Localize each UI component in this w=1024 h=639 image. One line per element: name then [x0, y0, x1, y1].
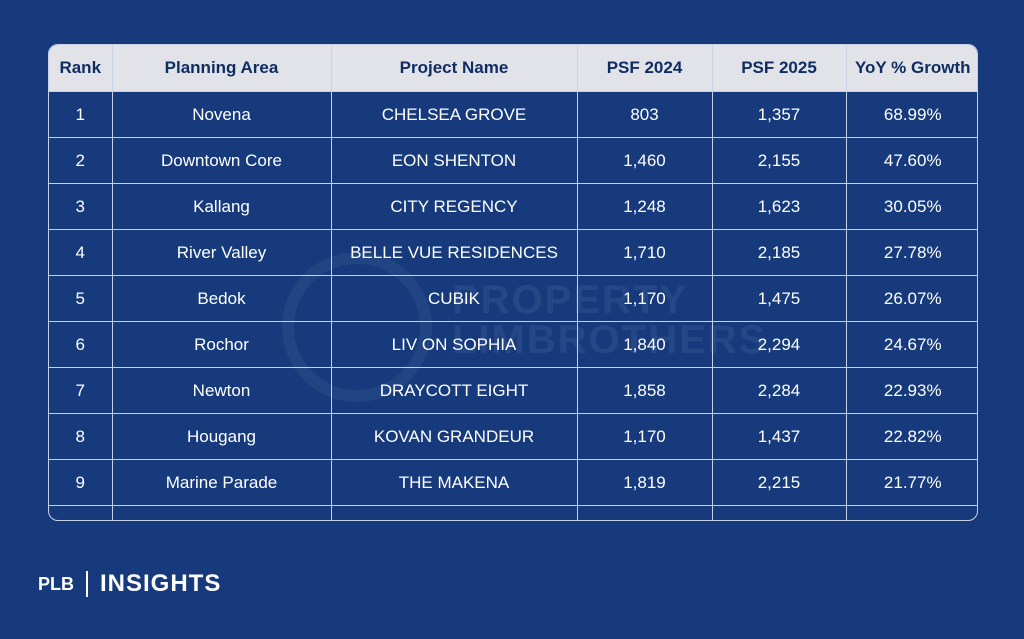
table-row: 9 Marine Parade THE MAKENA 1,819 2,215 21.77%: [49, 459, 977, 506]
table-row: 6 Rochor LIV ON SOPHIA 1,840 2,294 24.67%: [49, 321, 977, 368]
table-cell: 10: [49, 505, 113, 520]
table-cell: 1,460: [577, 137, 713, 184]
header-cell: Project Name: [331, 45, 578, 92]
table-cell: EON SHENTON: [331, 137, 578, 184]
header-cell: PSF 2024: [577, 45, 713, 92]
table-body: 1 Novena CHELSEA GROVE 803 1,357 68.99% 2 Downt…: [49, 91, 977, 520]
table-cell: 21.77%: [846, 459, 977, 506]
table-cell: Rochor: [112, 321, 332, 368]
table-cell: 1,475: [712, 275, 847, 322]
header-cell: Rank: [49, 45, 113, 92]
table-cell: 1,170: [577, 275, 713, 322]
table-cell: 22.93%: [846, 367, 977, 414]
table-cell: CUBIK: [331, 275, 578, 322]
table-cell: 2,155: [712, 137, 847, 184]
table-cell: 803: [577, 91, 713, 138]
table-cell: Downtown Core: [112, 137, 332, 184]
table-cell: CHELSEA GROVE: [331, 91, 578, 138]
table-cell: Serangoon: [112, 505, 332, 520]
table-cell: 1,858: [577, 367, 713, 414]
table-frame: Rank Planning Area Project Name PSF 2024 PSF…: [48, 44, 978, 521]
table-cell: 8: [49, 413, 113, 460]
table-row: 4 River Valley BELLE VUE RESIDENCES 1,710 2,…: [49, 229, 977, 276]
table-cell: BELLE VUE RESIDENCES: [331, 229, 578, 276]
table-cell: 21.30%: [846, 505, 977, 520]
table-cell: 4: [49, 229, 113, 276]
brand: PLB: [38, 573, 74, 594]
table-cell: 5: [49, 275, 113, 322]
table-cell: 7: [49, 367, 113, 414]
table-row: 5 Bedok CUBIK 1,170 1,475 26.07%: [49, 275, 977, 322]
table-cell: 1,248: [577, 183, 713, 230]
table-cell: DRAYCOTT EIGHT: [331, 367, 578, 414]
table-cell: 2,294: [712, 321, 847, 368]
table-cell: 24.67%: [846, 321, 977, 368]
table-cell: 1,437: [712, 413, 847, 460]
table-cell: 2: [49, 137, 113, 184]
header-row: Rank Planning Area Project Name PSF 2024 PSF…: [49, 45, 977, 92]
table-cell: Kallang: [112, 183, 332, 230]
table-row: 2 Downtown Core EON SHENTON 1,460 2,155 47.60…: [49, 137, 977, 184]
separator: [86, 571, 88, 597]
table-cell: 22.82%: [846, 413, 977, 460]
table-cell: 2,215: [712, 459, 847, 506]
table-row: 3 Kallang CITY REGENCY 1,248 1,623 30.05%: [49, 183, 977, 230]
table-cell: 1,465: [577, 505, 713, 520]
ranking-table: Rank Planning Area Project Name PSF 2024 PSF…: [49, 45, 977, 520]
table-cell: 1,623: [712, 183, 847, 230]
table-cell: 2,284: [712, 367, 847, 414]
table-cell: Novena: [112, 91, 332, 138]
table-cell: 68.99%: [846, 91, 977, 138]
table-cell: Marine Parade: [112, 459, 332, 506]
footer: PLB INSIGHTS: [38, 570, 221, 598]
table-cell: 27.78%: [846, 229, 977, 276]
table-cell: 1,777: [712, 505, 847, 520]
table-cell: KOVAN GRANDEUR: [331, 413, 578, 460]
table-row: 8 Hougang KOVAN GRANDEUR 1,170 1,437 22.82%: [49, 413, 977, 460]
table-cell: Hougang: [112, 413, 332, 460]
table-cell: 3: [49, 183, 113, 230]
table-cell: CITY REGENCY: [331, 183, 578, 230]
table-cell: River Valley: [112, 229, 332, 276]
header-cell: YoY % Growth: [846, 45, 977, 92]
header-cell: Planning Area: [112, 45, 332, 92]
table-cell: Bedok: [112, 275, 332, 322]
header-cell: PSF 2025: [712, 45, 847, 92]
product: INSIGHTS: [100, 570, 222, 597]
table-row: 1 Novena CHELSEA GROVE 803 1,357 68.99%: [49, 91, 977, 138]
table-cell: 6: [49, 321, 113, 368]
table-cell: 1,710: [577, 229, 713, 276]
table-cell: 1,357: [712, 91, 847, 138]
table-cell: 2,185: [712, 229, 847, 276]
table-cell: 1,170: [577, 413, 713, 460]
table-row: 7 Newton DRAYCOTT EIGHT 1,858 2,284 22.93%: [49, 367, 977, 414]
table-cell: LIV ON SOPHIA: [331, 321, 578, 368]
table-cell: 47.60%: [846, 137, 977, 184]
table-cell: 1: [49, 91, 113, 138]
table-row: 10SerangoonJADE RESIDENCES1,4651,77721.3…: [49, 505, 977, 520]
table-cell: 9: [49, 459, 113, 506]
table-cell: JADE RESIDENCES: [331, 505, 578, 520]
table-cell: Newton: [112, 367, 332, 414]
table-cell: 26.07%: [846, 275, 977, 322]
table-cell: 1,840: [577, 321, 713, 368]
table-cell: 30.05%: [846, 183, 977, 230]
table-cell: THE MAKENA: [331, 459, 578, 506]
table-cell: 1,819: [577, 459, 713, 506]
